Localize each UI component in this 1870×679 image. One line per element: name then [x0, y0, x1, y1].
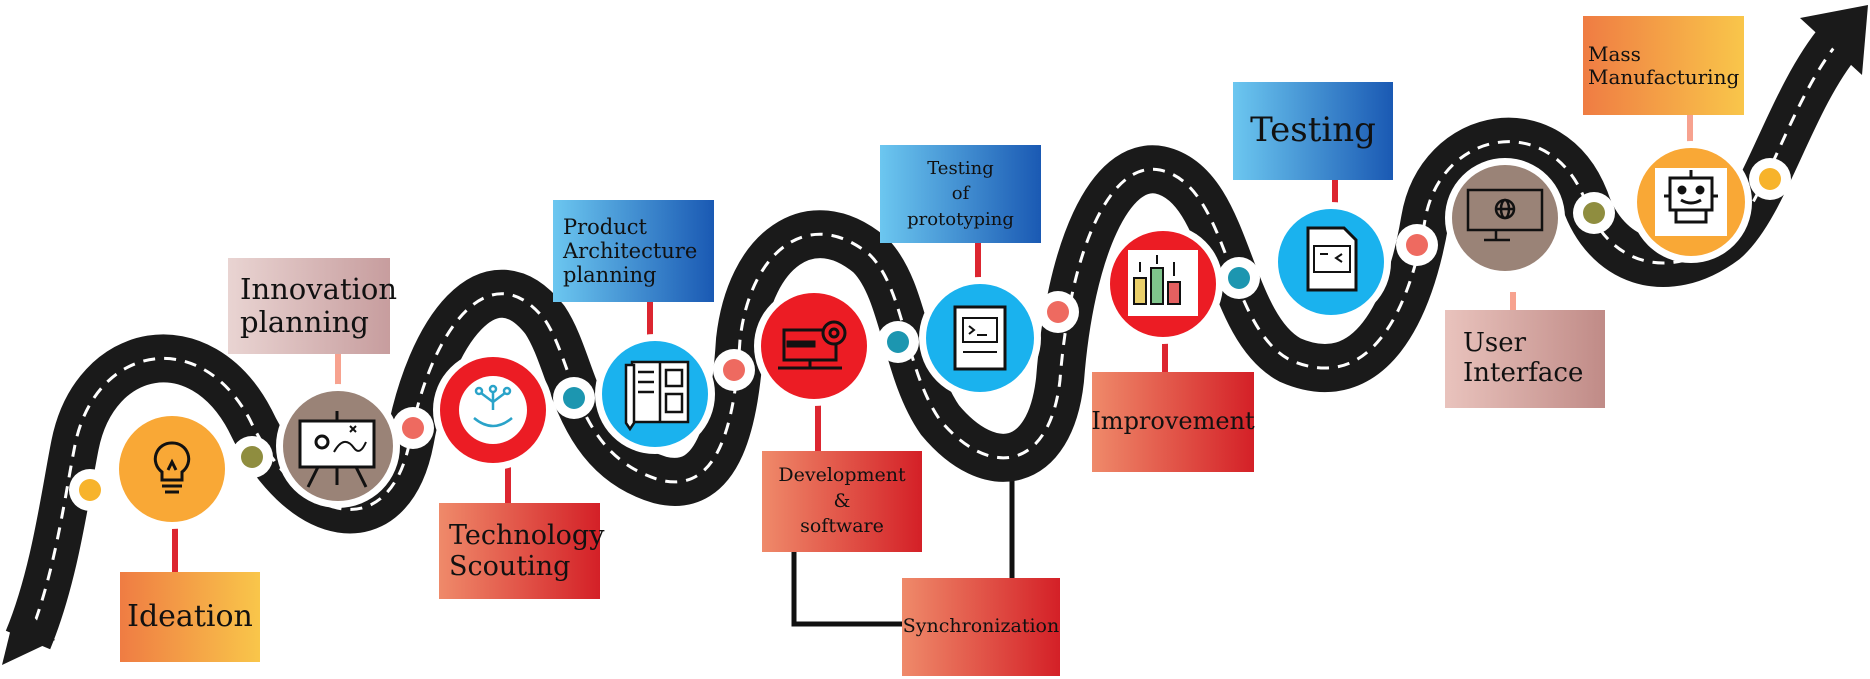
road-marker — [1573, 192, 1615, 234]
step-user-interface-node — [1445, 158, 1565, 278]
technology-label: Technology Scouting — [449, 519, 605, 582]
testing-label: Testing — [1250, 110, 1376, 151]
prototype-testing-box — [880, 145, 1041, 243]
step-improvement-node — [1103, 224, 1223, 344]
road-marker — [1037, 291, 1079, 333]
road-marker — [713, 349, 755, 391]
innovation-label: Innovation planning — [240, 271, 398, 339]
whiteboard-icon — [298, 411, 376, 488]
innovation-box — [228, 258, 390, 354]
road-markers — [69, 158, 1791, 511]
improvement-label: Improvement — [1091, 407, 1255, 436]
step-innovation-node — [276, 384, 400, 508]
technology-box — [439, 503, 600, 599]
monitor-globe-icon — [1466, 188, 1544, 242]
step-architecture-node — [595, 334, 715, 454]
blueprint-icon — [624, 360, 690, 432]
step-technology-node — [433, 350, 553, 470]
code-document-icon — [953, 305, 1007, 371]
bar-chart-icon — [1133, 255, 1181, 305]
road-marker — [553, 377, 595, 419]
architecture-label: Product Architecture planning — [563, 214, 698, 288]
development-box — [762, 451, 922, 552]
prototype-testing-label: Testing of prototyping — [907, 158, 1014, 230]
user-interface-box — [1445, 310, 1605, 408]
architecture-box — [553, 200, 714, 302]
manufacturing-box — [1583, 16, 1744, 115]
road-marker — [877, 321, 919, 363]
road-end-arrow — [1800, 5, 1868, 75]
ideation-label: Ideation — [127, 598, 253, 634]
road-marker — [231, 436, 273, 478]
synchronization-label: Synchronization — [902, 615, 1060, 638]
network-hand-icon — [473, 384, 513, 428]
improvement-box — [1092, 372, 1254, 472]
step-testing-node — [1271, 202, 1391, 322]
lightbulb-icon — [153, 441, 191, 494]
robot-icon — [1664, 170, 1718, 224]
user-interface-label: User Interface — [1463, 328, 1584, 388]
ideation-box — [120, 572, 260, 662]
road-marker — [1396, 224, 1438, 266]
step-prototype-testing-node — [919, 277, 1041, 399]
road-start-arrow — [2, 600, 55, 665]
testing-box — [1233, 82, 1393, 180]
road-marker — [1749, 158, 1791, 200]
road-marker — [392, 407, 434, 449]
road-marker — [69, 469, 111, 511]
computer-gear-icon — [778, 320, 847, 370]
road-marker — [1218, 257, 1260, 299]
code-file-icon — [1306, 226, 1358, 292]
manufacturing-label: Mass Manufacturing — [1588, 41, 1740, 89]
step-ideation-node — [112, 409, 232, 529]
step-manufacturing-node — [1630, 141, 1752, 263]
synchronization-box — [902, 578, 1060, 676]
step-development-node — [754, 286, 874, 406]
development-label: Development & software — [778, 464, 906, 538]
